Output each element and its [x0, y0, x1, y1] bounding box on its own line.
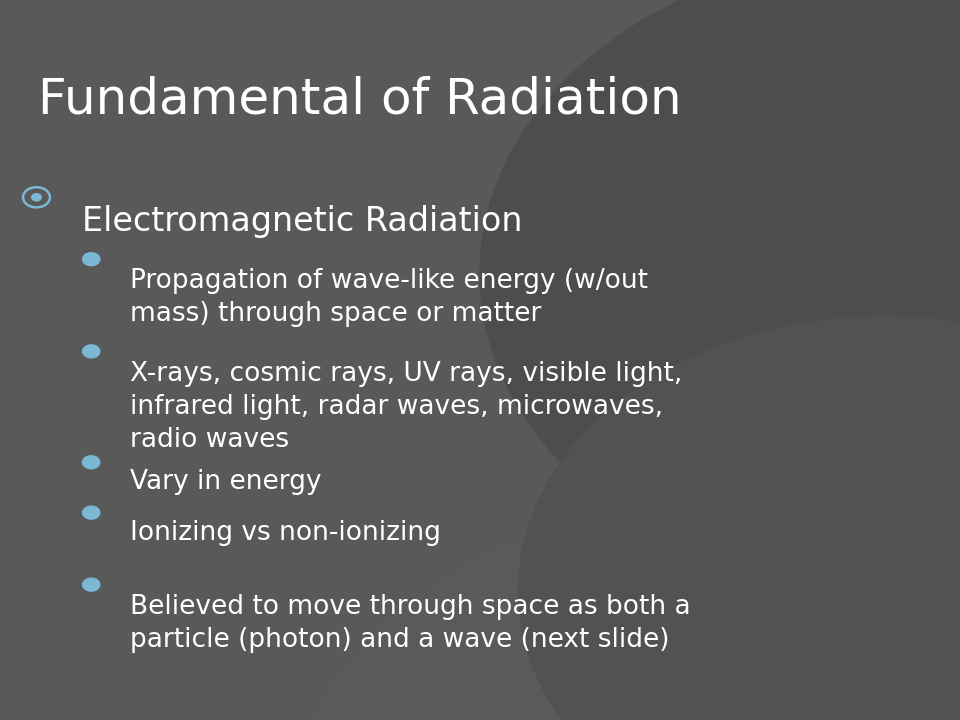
Circle shape [83, 253, 100, 266]
Circle shape [32, 194, 41, 201]
Circle shape [83, 578, 100, 591]
Circle shape [480, 0, 960, 598]
Text: Vary in energy: Vary in energy [130, 469, 321, 495]
Text: Propagation of wave-like energy (w/out
mass) through space or matter: Propagation of wave-like energy (w/out m… [130, 268, 648, 327]
Text: X-rays, cosmic rays, UV rays, visible light,
infrared light, radar waves, microw: X-rays, cosmic rays, UV rays, visible li… [130, 361, 682, 454]
Circle shape [518, 317, 960, 720]
Text: Electromagnetic Radiation: Electromagnetic Radiation [82, 205, 522, 238]
Circle shape [83, 345, 100, 358]
Text: Fundamental of Radiation: Fundamental of Radiation [38, 76, 682, 124]
Circle shape [288, 504, 960, 720]
Text: Believed to move through space as both a
particle (photon) and a wave (next slid: Believed to move through space as both a… [130, 594, 690, 653]
Circle shape [528, 396, 960, 720]
Circle shape [83, 456, 100, 469]
Circle shape [672, 0, 960, 576]
Text: Ionizing vs non-ionizing: Ionizing vs non-ionizing [130, 520, 441, 546]
Circle shape [83, 506, 100, 519]
